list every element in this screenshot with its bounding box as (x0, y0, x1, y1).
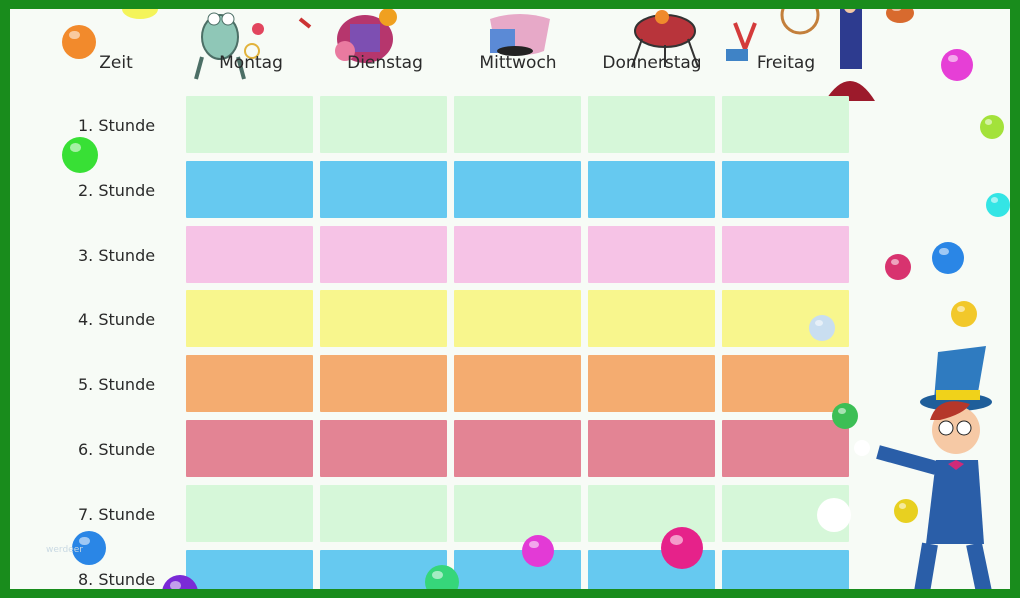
timetable-cell[interactable] (454, 226, 581, 283)
header-day-wednesday: Mittwoch (479, 53, 557, 73)
timetable-cell[interactable] (588, 226, 715, 283)
acrobat-illustration (726, 9, 820, 61)
timetable-cell[interactable] (588, 355, 715, 412)
decorative-ball (951, 301, 977, 327)
timetable-cell[interactable] (320, 226, 447, 283)
row-label: 7. Stunde (78, 505, 156, 524)
decorative-ball (122, 9, 158, 19)
clown-illustration-1 (298, 9, 397, 63)
decorative-ball (941, 49, 973, 81)
magician-boy-illustration (854, 346, 992, 589)
timetable-cell[interactable] (454, 161, 581, 218)
decorative-ball (886, 9, 914, 23)
header-day-monday: Montag (219, 53, 283, 73)
decorative-ball (885, 254, 911, 280)
timetable-cell[interactable] (186, 96, 313, 153)
timetable-cell[interactable] (320, 420, 447, 477)
grill-clown-illustration (631, 10, 699, 68)
header-zeit: Zeit (99, 53, 133, 73)
decorative-ball (894, 499, 918, 523)
timetable-cell[interactable] (722, 550, 849, 589)
decorative-ball (932, 242, 964, 274)
decorative-ball (661, 527, 703, 569)
timetable-cell[interactable] (722, 420, 849, 477)
decorative-ball (62, 137, 98, 173)
timetable-cell[interactable] (454, 550, 581, 589)
row-label: 3. Stunde (78, 246, 156, 265)
timetable-cell[interactable] (454, 96, 581, 153)
decorative-ball (522, 535, 554, 567)
row-label: 6. Stunde (78, 440, 156, 459)
timetable-cell[interactable] (186, 226, 313, 283)
row-label: 8. Stunde (78, 570, 156, 589)
timetable-cell[interactable] (320, 485, 447, 542)
row-label: 5. Stunde (78, 375, 156, 394)
timetable-cell[interactable] (186, 485, 313, 542)
clown-illustration-2 (490, 14, 550, 56)
timetable-cell[interactable] (320, 355, 447, 412)
timetable-cell[interactable] (722, 96, 849, 153)
decorative-ball (72, 531, 106, 565)
watermark: werdeer (46, 545, 83, 555)
decorative-ball (425, 565, 459, 589)
timetable-cell[interactable] (186, 420, 313, 477)
ringmaster-illustration (825, 9, 875, 101)
timetable-cell[interactable] (186, 550, 313, 589)
decorative-ball (162, 575, 198, 589)
timetable-cell[interactable] (454, 420, 581, 477)
row-label: 2. Stunde (78, 181, 156, 200)
timetable-cell[interactable] (722, 355, 849, 412)
row-label: 4. Stunde (78, 310, 156, 329)
timetable-cell[interactable] (588, 96, 715, 153)
timetable-cell[interactable] (454, 355, 581, 412)
timetable-cell[interactable] (320, 290, 447, 347)
row-label: 1. Stunde (78, 116, 156, 135)
timetable-cell[interactable] (722, 226, 849, 283)
decorative-ball (986, 193, 1010, 217)
timetable-cell[interactable] (320, 161, 447, 218)
timetable-cell[interactable] (588, 290, 715, 347)
timetable-cell[interactable] (186, 355, 313, 412)
timetable-cell[interactable] (186, 290, 313, 347)
alien-juggler-illustration (194, 12, 264, 80)
timetable-sheet: Zeit Montag Dienstag Mittwoch Donnerstag… (10, 9, 1010, 589)
timetable-cell[interactable] (588, 161, 715, 218)
timetable-cell[interactable] (320, 96, 447, 153)
decorative-ball (809, 315, 835, 341)
decorative-ball (817, 498, 851, 532)
timetable-cell[interactable] (454, 485, 581, 542)
timetable-cell[interactable] (588, 420, 715, 477)
timetable-cell[interactable] (722, 161, 849, 218)
timetable-cell[interactable] (186, 161, 313, 218)
decorative-ball (832, 403, 858, 429)
header-day-tuesday: Dienstag (347, 53, 423, 73)
header-day-thursday: Donnerstag (602, 53, 702, 73)
decorative-ball (62, 25, 96, 59)
decorative-ball (980, 115, 1004, 139)
header-day-friday: Freitag (756, 53, 816, 73)
timetable-cell[interactable] (454, 290, 581, 347)
